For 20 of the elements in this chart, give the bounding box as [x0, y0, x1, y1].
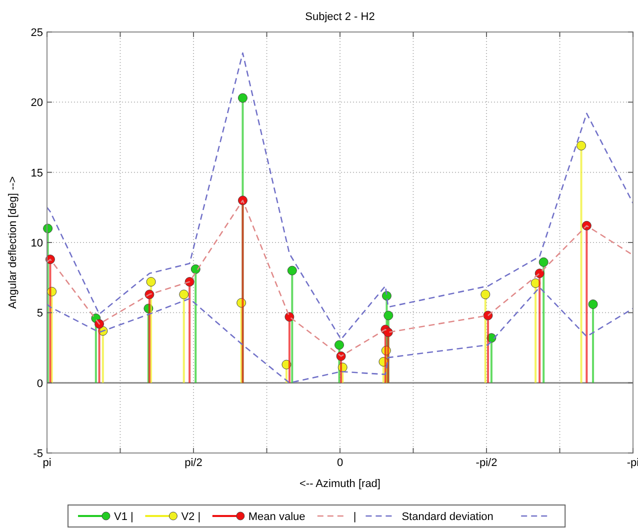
x-tick-label: pi/2 — [184, 457, 202, 469]
y-tick-label: 15 — [30, 167, 43, 180]
legend-label: Mean value — [248, 511, 306, 523]
y-tick-label: 10 — [30, 238, 43, 250]
x-axis-title: <-- Azimuth [rad] — [299, 478, 381, 490]
y-axis-title: Angular deflection [deg] --> — [7, 176, 19, 309]
chart-title: Subject 2 - H2 — [305, 11, 375, 23]
x-tick-label: -pi/2 — [476, 457, 498, 469]
y-tick-label: 20 — [30, 97, 43, 110]
legend-label: | — [353, 511, 356, 523]
x-tick-label: -pi — [626, 457, 638, 469]
y-tick-label: -5 — [33, 448, 43, 460]
legend-label: V2 | — [181, 511, 201, 523]
y-tick-label: 5 — [36, 308, 43, 320]
legend-label: Standard deviation — [402, 511, 494, 523]
x-tick-label: 0 — [336, 457, 344, 469]
legend-label: V1 | — [114, 511, 134, 523]
y-tick-label: 25 — [30, 27, 43, 39]
x-tick-label: pi — [42, 457, 52, 469]
y-tick-label: 0 — [36, 378, 43, 390]
